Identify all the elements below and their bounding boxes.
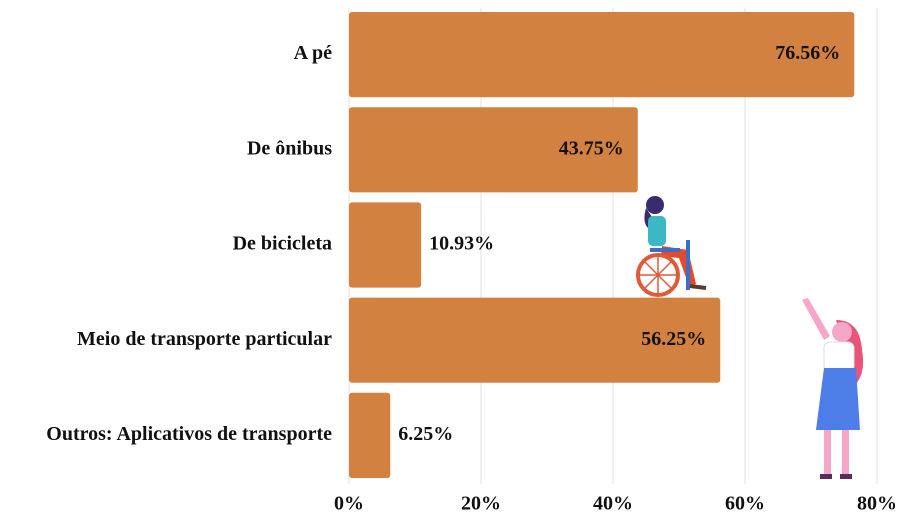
x-tick-label: 40%: [593, 493, 633, 515]
value-label: 10.93%: [429, 233, 494, 255]
x-tick-label: 20%: [461, 493, 501, 515]
chart: 0% 20% 40% 60% 80% A pé 76.56% De ônibus 43.75% D…: [0, 0, 901, 518]
bar: [349, 393, 390, 478]
bars: [349, 12, 854, 478]
bar: [349, 202, 421, 287]
woman-illustration: [802, 298, 863, 479]
y-tick-label: A pé: [294, 42, 332, 64]
value-label: 43.75%: [559, 137, 624, 159]
x-tick-label: 60%: [725, 493, 765, 515]
value-label: 76.56%: [775, 42, 840, 64]
wheelchair-illustration: [638, 196, 706, 295]
y-tick-label: Meio de transporte particular: [77, 328, 332, 350]
x-tick-label: 0%: [334, 493, 364, 515]
y-tick-label: Outros: Aplicativos de transporte: [46, 423, 332, 445]
value-label: 6.25%: [398, 423, 453, 445]
y-tick-label: De bicicleta: [233, 233, 332, 255]
y-tick-label: De ônibus: [247, 137, 332, 159]
value-label: 56.25%: [641, 328, 706, 350]
x-tick-label: 80%: [857, 493, 897, 515]
